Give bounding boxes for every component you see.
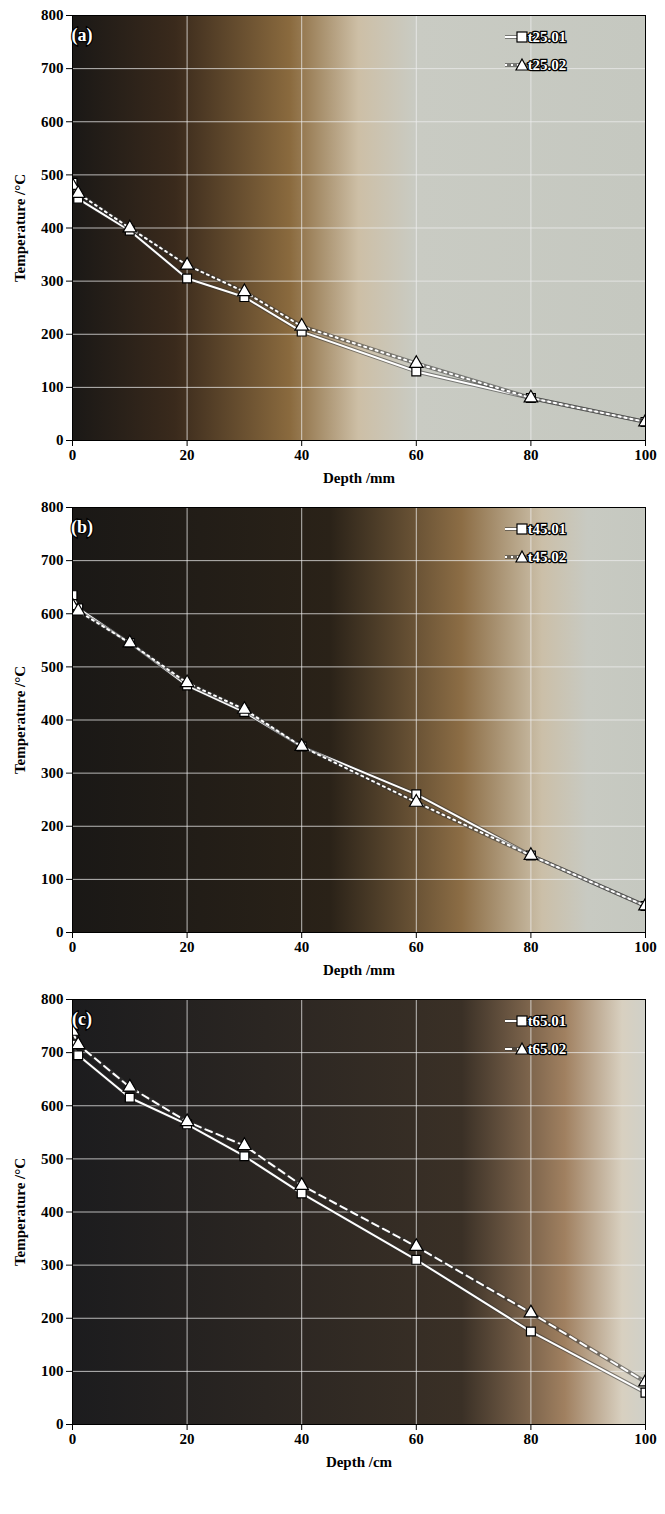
svg-text:600: 600 <box>41 114 64 130</box>
svg-text:400: 400 <box>41 712 64 728</box>
svg-text:t25.02: t25.02 <box>528 57 567 73</box>
svg-text:Temperature /°C: Temperature /°C <box>12 174 28 282</box>
svg-text:(b): (b) <box>71 517 93 538</box>
svg-text:200: 200 <box>41 818 64 834</box>
svg-text:Depth /mm: Depth /mm <box>323 962 396 978</box>
svg-text:600: 600 <box>41 606 64 622</box>
svg-text:100: 100 <box>41 1363 64 1379</box>
svg-text:80: 80 <box>523 447 538 463</box>
svg-text:(a): (a) <box>72 25 93 46</box>
svg-text:600: 600 <box>41 1098 64 1114</box>
svg-text:100: 100 <box>634 939 657 955</box>
svg-text:300: 300 <box>41 765 64 781</box>
svg-text:800: 800 <box>41 991 64 1007</box>
svg-text:t25.01: t25.01 <box>528 29 567 45</box>
svg-text:0: 0 <box>56 924 64 940</box>
svg-text:0: 0 <box>69 939 77 955</box>
svg-text:400: 400 <box>41 1204 64 1220</box>
svg-text:20: 20 <box>180 447 195 463</box>
svg-text:(c): (c) <box>72 1009 92 1030</box>
svg-text:700: 700 <box>41 60 64 76</box>
svg-text:80: 80 <box>523 1431 538 1447</box>
svg-text:60: 60 <box>409 1431 424 1447</box>
svg-text:700: 700 <box>41 552 64 568</box>
svg-text:500: 500 <box>41 659 64 675</box>
svg-text:400: 400 <box>41 220 64 236</box>
svg-text:800: 800 <box>41 7 64 23</box>
svg-text:200: 200 <box>41 1310 64 1326</box>
svg-text:Temperature /°C: Temperature /°C <box>12 666 28 774</box>
svg-text:100: 100 <box>41 871 64 887</box>
svg-text:0: 0 <box>69 1431 77 1447</box>
svg-text:500: 500 <box>41 167 64 183</box>
svg-text:80: 80 <box>523 939 538 955</box>
svg-text:60: 60 <box>409 939 424 955</box>
svg-text:100: 100 <box>634 447 657 463</box>
svg-text:t65.02: t65.02 <box>528 1041 567 1057</box>
svg-text:100: 100 <box>634 1431 657 1447</box>
svg-text:Depth /mm: Depth /mm <box>323 470 396 486</box>
svg-text:300: 300 <box>41 1257 64 1273</box>
svg-text:40: 40 <box>294 1431 309 1447</box>
svg-text:0: 0 <box>69 447 77 463</box>
svg-text:60: 60 <box>409 447 424 463</box>
svg-text:20: 20 <box>180 939 195 955</box>
svg-text:t45.01: t45.01 <box>528 521 567 537</box>
svg-text:0: 0 <box>56 1416 64 1432</box>
svg-text:40: 40 <box>294 939 309 955</box>
svg-text:t65.01: t65.01 <box>528 1013 567 1029</box>
svg-text:700: 700 <box>41 1044 64 1060</box>
svg-text:Temperature /°C: Temperature /°C <box>12 1158 28 1266</box>
svg-text:20: 20 <box>180 1431 195 1447</box>
svg-text:200: 200 <box>41 326 64 342</box>
svg-text:500: 500 <box>41 1151 64 1167</box>
svg-text:800: 800 <box>41 499 64 515</box>
svg-text:t45.02: t45.02 <box>528 549 567 565</box>
svg-text:Depth /cm: Depth /cm <box>326 1454 393 1470</box>
svg-text:40: 40 <box>294 447 309 463</box>
svg-text:0: 0 <box>56 432 64 448</box>
svg-text:300: 300 <box>41 273 64 289</box>
svg-text:100: 100 <box>41 379 64 395</box>
